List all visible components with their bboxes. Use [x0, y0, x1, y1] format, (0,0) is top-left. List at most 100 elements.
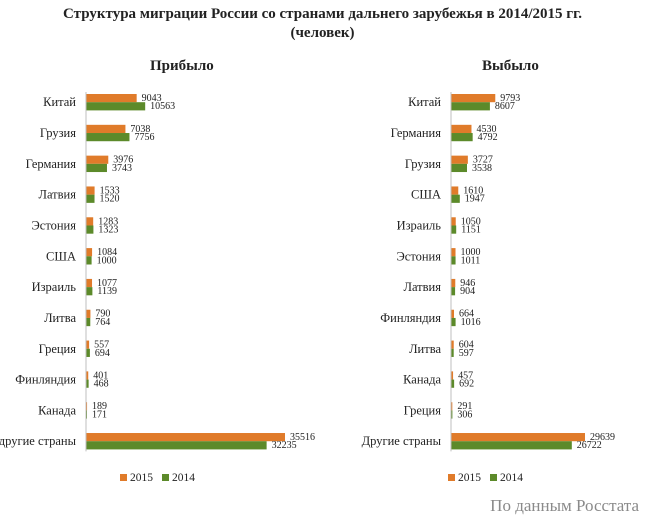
right-value-label-2015: 291 — [457, 401, 472, 412]
left-value-label-2015: 189 — [92, 401, 107, 412]
left-bar-2014 — [86, 348, 90, 357]
right-bar-2015 — [451, 124, 472, 134]
right-bar-2015 — [451, 155, 468, 164]
left-bar-2015 — [86, 340, 90, 349]
right-value-label-2014: 1011 — [461, 255, 481, 266]
right-bar-2015 — [451, 278, 456, 288]
chart-title-line1: Структура миграции России со странами да… — [63, 6, 582, 22]
left-bar-2015 — [86, 217, 94, 226]
right-bar-2014 — [451, 348, 454, 357]
right-value-label-2015: 946 — [460, 278, 475, 289]
left-value-label-2014: 7756 — [134, 132, 154, 143]
right-bar-2015 — [451, 433, 585, 442]
left-value-label-2014: 171 — [92, 409, 107, 420]
right-category-label: Финляндия — [380, 311, 441, 325]
right-bar-2015 — [451, 186, 459, 195]
left-bar-2014 — [86, 287, 93, 296]
right-bar-2014 — [451, 441, 572, 450]
right-bar-2015 — [451, 371, 454, 380]
right-bar-2014 — [451, 163, 467, 173]
right-category-label: Германия — [391, 126, 442, 140]
left-value-label-2015: 1283 — [98, 216, 118, 227]
left-bar-2015 — [86, 433, 285, 442]
right-value-label-2014: 1151 — [461, 224, 481, 235]
right-bar-2014 — [451, 133, 473, 142]
left-value-label-2015: 9043 — [142, 93, 162, 104]
left-bar-2014 — [86, 225, 94, 234]
right-value-label-2015: 604 — [459, 340, 474, 351]
left-category-label: Канада — [38, 403, 76, 417]
left-value-label-2015: 7038 — [130, 124, 150, 135]
right-category-label: США — [411, 188, 441, 202]
right-category-label: Греция — [404, 403, 442, 417]
right-category-label: Канада — [403, 373, 441, 387]
left-bar-2015 — [86, 155, 109, 164]
left-category-label: Эстония — [32, 218, 77, 232]
right-legend-label-2014: 2014 — [500, 472, 523, 484]
right-legend-swatch-2015 — [448, 474, 455, 481]
right-category-label: Другие страны — [362, 434, 442, 448]
right-category-label: Латвия — [403, 280, 441, 294]
left-value-label-2014: 3743 — [112, 163, 132, 174]
left-value-label-2014: 1139 — [97, 286, 117, 297]
right-category-label: Грузия — [405, 157, 441, 171]
left-category-label: Израиль — [32, 280, 77, 294]
left-category-label: Латвия — [38, 188, 76, 202]
right-bar-2014 — [451, 317, 456, 327]
right-value-label-2015: 9793 — [500, 93, 520, 104]
right-bar-2015 — [451, 340, 454, 349]
right-value-label-2014: 1947 — [465, 194, 485, 205]
right-category-label: Китай — [408, 95, 441, 109]
right-panel-title: Выбыло — [482, 58, 539, 74]
left-value-label-2015: 1077 — [97, 278, 117, 289]
right-value-label-2015: 457 — [458, 370, 473, 381]
left-category-label: Финляндия — [15, 373, 76, 387]
right-value-label-2015: 1000 — [461, 247, 481, 258]
left-legend-swatch-2014 — [162, 474, 169, 481]
left-value-label-2014: 32235 — [272, 440, 297, 451]
right-value-label-2015: 3727 — [473, 155, 493, 166]
right-category-label: Литва — [409, 342, 441, 356]
left-value-label-2014: 10563 — [150, 101, 175, 112]
left-category-label: Литва — [44, 311, 76, 325]
right-value-label-2014: 26722 — [577, 440, 602, 451]
right-value-label-2014: 1016 — [461, 317, 481, 328]
left-category-label: Германия — [26, 157, 77, 171]
left-bar-2014 — [86, 256, 92, 265]
left-bar-2014 — [86, 163, 107, 173]
right-category-label: Израиль — [397, 218, 442, 232]
left-legend-swatch-2015 — [120, 474, 127, 481]
right-bar-2015 — [451, 217, 456, 226]
right-legend-swatch-2014 — [490, 474, 497, 481]
left-value-label-2015: 1533 — [100, 185, 120, 196]
left-value-label-2014: 468 — [94, 379, 109, 390]
right-bar-2014 — [451, 379, 455, 388]
right-value-label-2014: 3538 — [472, 163, 492, 174]
left-bar-2014 — [86, 133, 130, 142]
right-bar-2014 — [451, 102, 490, 111]
left-value-label-2015: 1084 — [97, 247, 117, 258]
left-bar-2015 — [86, 124, 126, 134]
right-value-label-2014: 904 — [460, 286, 475, 297]
left-value-label-2015: 3976 — [113, 155, 133, 166]
right-bar-2014 — [451, 225, 457, 234]
left-category-label: США — [46, 249, 76, 263]
left-value-label-2014: 764 — [95, 317, 110, 328]
right-value-label-2015: 4530 — [476, 124, 496, 135]
left-value-label-2015: 401 — [93, 370, 108, 381]
right-bar-2014 — [451, 410, 453, 419]
right-value-label-2015: 1610 — [463, 185, 483, 196]
right-category-label: Эстония — [397, 249, 442, 263]
left-bar-2014 — [86, 441, 267, 450]
left-bar-2015 — [86, 278, 93, 288]
left-category-label: Китай — [43, 95, 76, 109]
left-value-label-2014: 694 — [95, 348, 110, 359]
chart-title-line2: (человек) — [290, 25, 355, 41]
left-bar-2015 — [86, 94, 137, 103]
left-bar-2014 — [86, 379, 89, 388]
left-bar-2015 — [86, 402, 88, 411]
left-bar-2015 — [86, 186, 95, 195]
right-value-label-2014: 4792 — [478, 132, 498, 143]
left-category-label: Грузия — [40, 126, 76, 140]
